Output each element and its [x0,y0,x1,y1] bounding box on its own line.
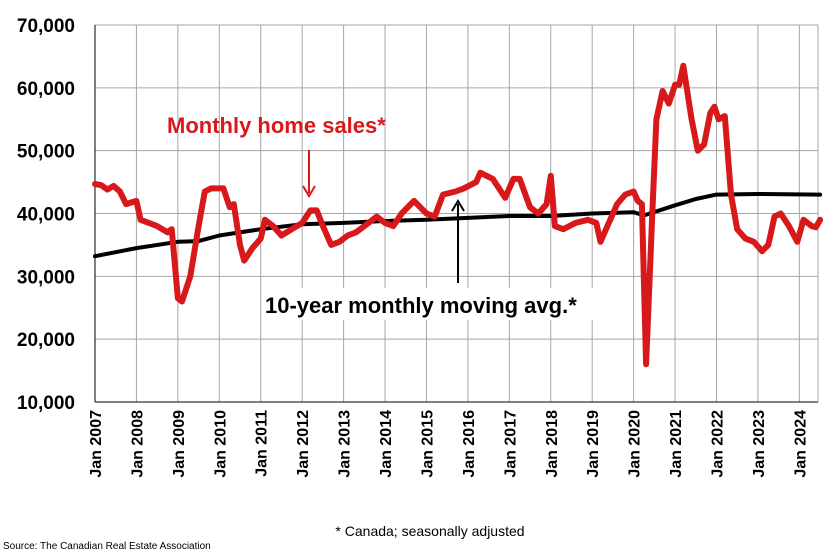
x-tick-label: Jan 2009 [171,410,188,478]
gridlines [94,24,819,403]
x-tick-label: Jan 2022 [709,410,726,478]
x-tick-label: Jan 2016 [461,410,478,478]
sales-arrow-head [302,185,316,198]
x-tick-label: Jan 2021 [668,410,685,478]
y-tick-label: 70,000 [17,16,75,37]
x-tick-label: Jan 2012 [295,410,312,478]
source: Source: The Canadian Real Estate Associa… [3,541,211,552]
monthly-sales-line [92,62,824,368]
x-tick-label: Jan 2023 [751,410,768,478]
x-tick-label: Jan 2008 [129,410,146,478]
series-lines [92,62,824,368]
avg-annotation-bg [262,288,608,320]
footnote: * Canada; seasonally adjusted [335,523,524,539]
y-tick-label: 50,000 [17,142,75,163]
y-tick-label: 60,000 [17,79,75,100]
x-tick-label: Jan 2013 [337,410,354,478]
y-tick-label: 40,000 [17,205,75,226]
x-tick-label: Jan 2015 [419,410,436,478]
x-tick-label: Jan 2019 [585,410,602,478]
x-tick-label: Jan 2010 [212,410,229,478]
avg-arrow-head [451,199,465,212]
x-tick-label: Jan 2018 [544,410,561,478]
x-tick-label: Jan 2024 [792,410,809,478]
sales-annotation: Monthly home sales* [167,113,386,138]
y-tick-label: 10,000 [17,393,75,414]
x-tick-label: Jan 2020 [627,410,644,478]
x-tick-label: Jan 2011 [254,410,271,477]
x-tick-label: Jan 2014 [378,410,395,478]
avg-annotation: 10-year monthly moving avg.* [265,293,577,318]
y-tick-label: 20,000 [17,330,75,351]
y-tick-label: 30,000 [17,267,75,288]
x-tick-label: Jan 2017 [502,410,519,478]
moving-average-line [93,192,823,259]
x-axis: Jan 2007 Jan 2008 Jan 2009 Jan 2010 Jan 2011… [88,410,809,478]
x-tick-label: Jan 2007 [88,410,105,478]
y-axis: 10,000 20,000 30,000 40,000 50,000 60,000 70,0… [17,16,75,414]
